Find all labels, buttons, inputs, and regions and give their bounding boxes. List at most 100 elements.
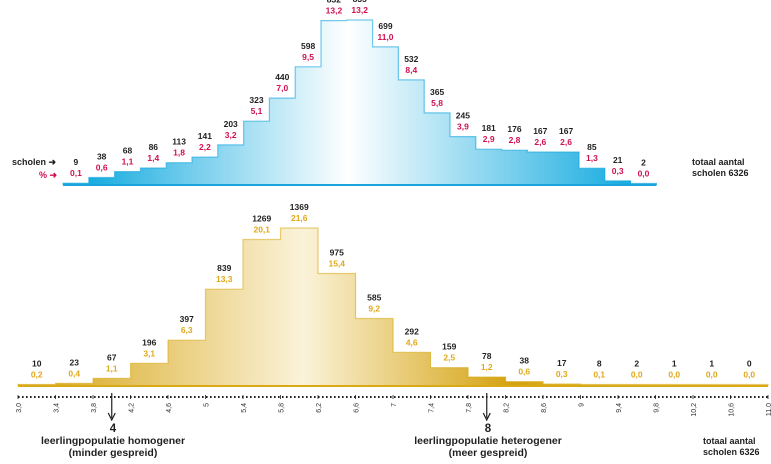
top-pct-label: 13,2 (326, 6, 343, 16)
bottom-bar (168, 340, 206, 386)
top-bar (192, 157, 219, 185)
top-pct-label: 11,0 (377, 32, 393, 42)
top-count-label: 113 (172, 137, 186, 147)
x-tick-label: 8,6 (541, 403, 548, 413)
top-bar (166, 162, 193, 185)
bottom-pct-label: 21,6 (291, 213, 308, 223)
bottom-count-label: 1369 (290, 202, 309, 212)
bottom-pct-label: 3,1 (143, 348, 155, 358)
top-count-label: 365 (430, 87, 444, 97)
arrow-down-icon (482, 412, 491, 422)
top-total-line1: totaal aantal (692, 157, 745, 167)
top-pct-label: 2,6 (534, 137, 546, 147)
top-pct-label: 13,2 (351, 5, 368, 15)
annotation-homogeneous-line2: (minder gespreid) (68, 447, 158, 459)
top-bar (321, 20, 348, 185)
top-count-label: 835 (353, 0, 367, 4)
arrow-right-icon: ➜ (48, 157, 57, 167)
bottom-bar (468, 376, 506, 386)
bottom-bar (355, 318, 394, 386)
top-bar (450, 136, 477, 185)
bottom-count-label: 10 (32, 359, 42, 369)
arrow-right-icon: ➜ (49, 170, 58, 180)
bottom-bar (93, 378, 131, 386)
x-tick-label: 3,4 (54, 403, 61, 413)
top-pct-label: 0,3 (612, 166, 624, 176)
bottom-pct-label: 0,2 (31, 370, 43, 380)
bottom-count-label: 67 (107, 352, 117, 362)
bottom-bar (393, 352, 431, 386)
x-tick-label: 5 (204, 403, 211, 407)
x-tick-label: 9,4 (616, 403, 623, 413)
top-bar (475, 149, 502, 185)
bottom-bar (280, 228, 319, 386)
top-bar (140, 168, 167, 185)
x-tick-label: 4,6 (166, 403, 173, 413)
row-label-pct: % ➜ (39, 170, 57, 181)
top-pct-label: 0,0 (638, 169, 650, 179)
x-tick-label: 7,8 (466, 403, 473, 413)
top-count-label: 440 (275, 72, 289, 82)
top-bar (295, 66, 322, 185)
top-bar (88, 177, 115, 185)
top-bar (579, 168, 606, 185)
bottom-total-label: totaal aantal scholen 6326 (703, 436, 760, 458)
top-pct-label: 3,9 (457, 122, 469, 132)
arrow-down-icon (107, 412, 116, 422)
top-bar (527, 152, 554, 185)
bottom-count-label: 1269 (252, 214, 271, 224)
top-count-label: 86 (149, 142, 159, 152)
top-count-label: 323 (249, 95, 263, 105)
annotation-homogeneous-line1: leerlingpopulatie homogener (40, 435, 186, 447)
top-count-label: 181 (482, 123, 496, 133)
annotation-heterogeneous: 8 leerlingpopulatie heterogener (meer ge… (395, 423, 581, 459)
top-count-label: 699 (378, 21, 392, 31)
top-count-label: 167 (559, 126, 573, 136)
bottom-count-label: 17 (557, 358, 567, 368)
bottom-count-label: 1 (709, 359, 714, 369)
top-bar-outline (62, 19, 657, 185)
top-pct-label: 3,2 (225, 130, 237, 140)
top-count-label: 141 (198, 131, 212, 141)
bottom-bar (430, 367, 469, 386)
top-count-label: 9 (74, 157, 79, 167)
bottom-count-label: 2 (634, 359, 639, 369)
bottom-pct-label: 0,6 (518, 367, 530, 377)
x-tick-label: 6,6 (354, 403, 361, 413)
top-pct-label: 9,5 (302, 52, 314, 62)
bottom-pct-label: 0,0 (668, 370, 680, 380)
top-count-label: 38 (97, 151, 107, 161)
row-label-scholen: scholen ➜ (12, 157, 56, 168)
x-tick-label: 11,0 (766, 403, 771, 416)
top-count-label: 598 (301, 41, 315, 51)
bottom-pct-label: 0,1 (593, 370, 605, 380)
top-pct-label: 1,4 (147, 153, 159, 163)
bottom-pct-label: 0,3 (556, 369, 568, 379)
top-count-label: 21 (613, 155, 623, 165)
x-tick-label: 5,8 (279, 403, 286, 413)
top-bar (372, 46, 399, 185)
bottom-pct-label: 1,2 (481, 362, 493, 372)
top-bar (604, 180, 631, 185)
bottom-pct-label: 0,0 (743, 370, 755, 380)
bottom-bar (55, 383, 94, 386)
x-tick-label: 3,8 (91, 403, 98, 413)
top-pct-label: 0,1 (70, 168, 82, 178)
top-total-line2: scholen 6326 (692, 168, 749, 178)
x-tick-label: 10,6 (729, 403, 736, 417)
top-bar (398, 79, 425, 185)
annotation-homogeneous: 4 leerlingpopulatie homogener (minder ge… (0, 423, 226, 459)
bottom-pct-label: 6,3 (181, 325, 193, 335)
x-tick-label: 4,2 (129, 403, 136, 413)
bottom-count-label: 159 (442, 342, 456, 352)
bottom-bar (243, 239, 281, 386)
bottom-count-label: 196 (142, 337, 156, 347)
annotation-heterogeneous-value: 8 (484, 423, 492, 435)
row-label-scholen-text: scholen (12, 157, 47, 167)
bottom-pct-label: 0,0 (706, 370, 718, 380)
x-tick-label: 6,2 (316, 403, 323, 413)
top-pct-label: 7,0 (276, 83, 288, 93)
bottom-pct-label: 1,1 (106, 363, 118, 373)
annotation-heterogeneous-line2: (meer gespreid) (448, 447, 528, 459)
top-count-label: 203 (224, 119, 238, 129)
